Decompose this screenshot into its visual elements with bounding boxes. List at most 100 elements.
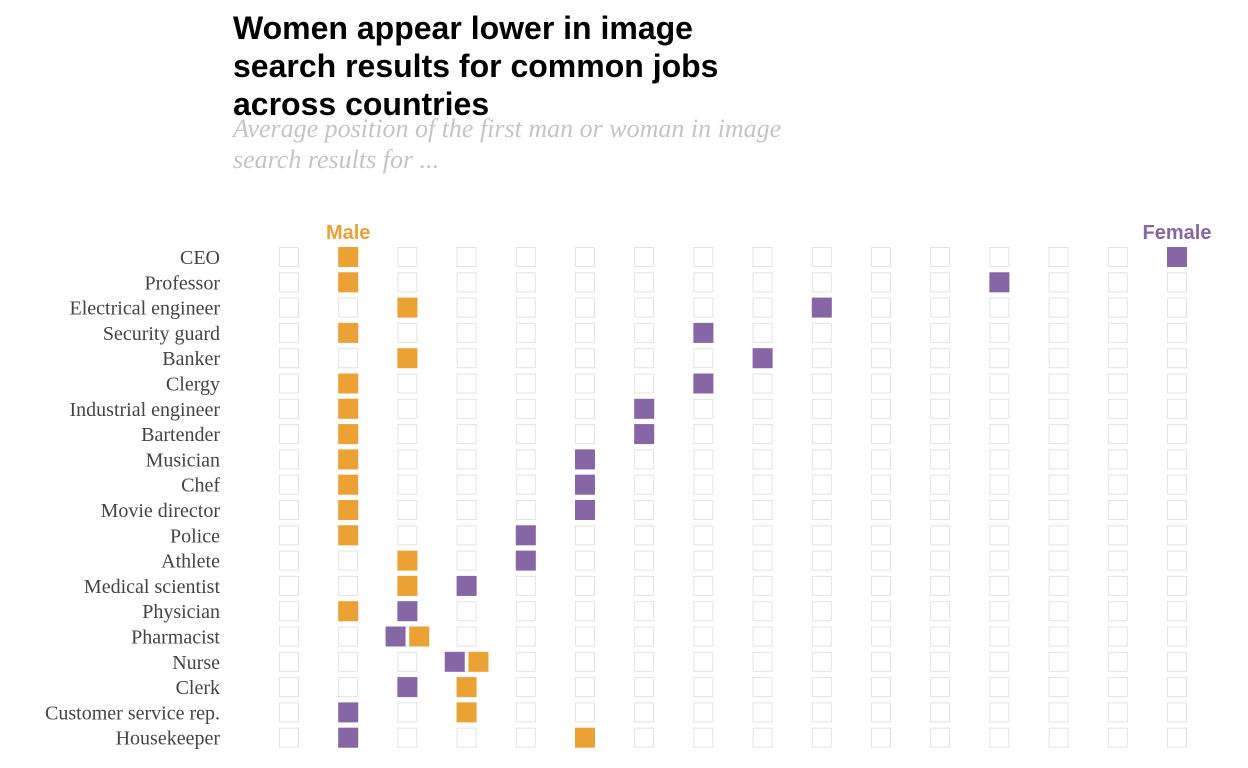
grid-box [1107,373,1128,394]
grid-box [1167,297,1187,318]
grid-box [397,272,418,293]
grid-box [989,651,1010,672]
grid-box [456,474,477,495]
grid-box [989,677,1010,698]
grid-box [871,727,891,748]
grid-box [456,550,477,571]
grid-box [989,626,1010,647]
grid-box [811,322,832,343]
grid-box [397,398,418,419]
grid-box [515,322,536,343]
female-mark [989,272,1010,293]
grid-box [575,272,595,293]
grid-box [279,474,299,495]
grid-box [989,525,1010,546]
grid-box [575,651,595,672]
grid-box [634,322,655,343]
grid-box [1048,525,1069,546]
grid-box [515,348,536,369]
male-mark [338,424,359,445]
grid-box [634,601,655,622]
grid-box [397,322,418,343]
grid-box [1107,348,1128,369]
grid-box [515,601,536,622]
grid-box [989,500,1010,520]
row-label: Physician [142,601,220,623]
grid-box [811,474,832,495]
grid-box [930,373,951,394]
grid-box [279,373,299,394]
grid-box [279,702,299,723]
female-mark [1167,247,1187,267]
grid-box [693,525,714,546]
grid-box [575,348,595,369]
grid-box [1048,348,1069,369]
grid-box [1048,297,1069,318]
grid-box [930,677,951,698]
row-label: Professor [144,272,220,294]
grid-box [930,272,951,293]
grid-box [338,575,359,596]
female-mark [693,373,714,394]
row-label: Clerk [176,677,220,699]
grid-box [1107,550,1128,571]
grid-box [693,677,714,698]
grid-box [515,500,536,520]
grid-box [693,247,714,267]
grid-box [811,500,832,520]
grid-box [752,702,773,723]
female-mark [338,727,359,748]
grid-box [871,550,891,571]
grid-box [575,398,595,419]
grid-box [930,575,951,596]
grid-box [575,677,595,698]
grid-box [1107,449,1128,470]
female-mark [811,297,832,318]
grid-box [515,398,536,419]
grid-box [1167,272,1187,293]
grid-box [871,601,891,622]
grid-box [634,348,655,369]
chart-title: Women appear lower in image search resul… [233,10,719,122]
grid-box [515,247,536,267]
grid-box [811,272,832,293]
grid-box [279,247,299,267]
grid-box [1107,575,1128,596]
male-mark [338,474,359,495]
grid-box [693,651,714,672]
row-label: Clergy [166,374,220,396]
grid-box [871,449,891,470]
grid-box [338,348,359,369]
male-mark [456,702,477,723]
grid-box [397,247,418,267]
grid-box [515,449,536,470]
grid-box [575,525,595,546]
grid-box [1107,702,1128,723]
grid-box [752,297,773,318]
grid-box [1107,727,1128,748]
male-mark [338,272,359,293]
grid-box [279,449,299,470]
grid-box [752,500,773,520]
grid-box [871,272,891,293]
grid-box [989,550,1010,571]
row-label: Banker [162,348,220,370]
female-mark [456,575,477,596]
grid-box [634,727,655,748]
grid-box [456,373,477,394]
grid-box [515,575,536,596]
grid-box [871,575,891,596]
grid-box [930,500,951,520]
grid-box [871,677,891,698]
row-label: Security guard [103,323,220,345]
grid-box [575,322,595,343]
grid-box [279,626,299,647]
grid-box [989,247,1010,267]
female-mark [752,348,773,369]
grid-box [871,297,891,318]
grid-box [930,727,951,748]
grid-box [575,247,595,267]
male-mark [338,373,359,394]
grid-box [456,398,477,419]
